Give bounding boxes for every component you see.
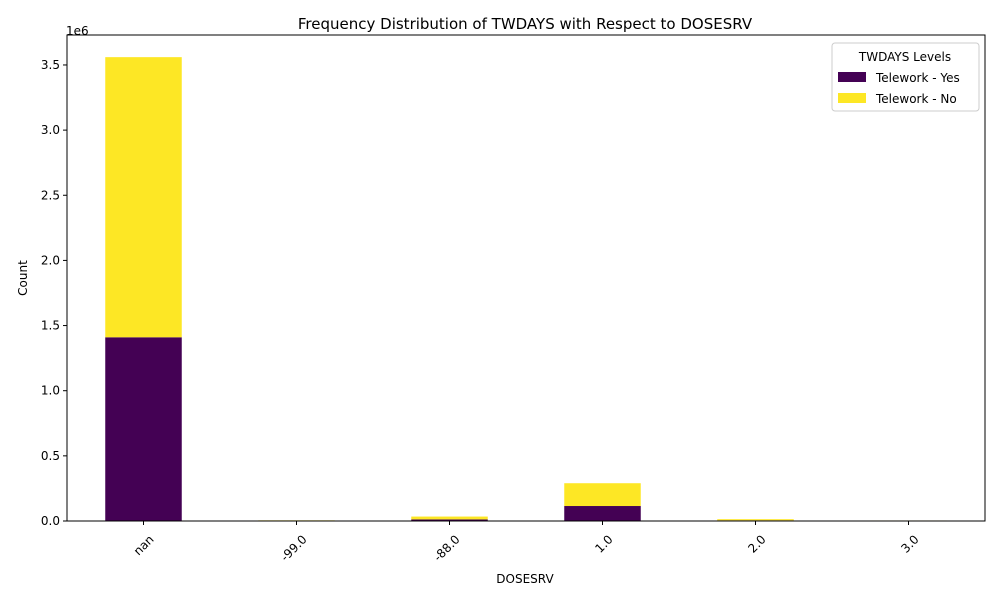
x-tick-label: -99.0 [278,532,310,564]
x-tick-label: 1.0 [592,532,615,555]
y-ticks: 0.0 0.5 1.0 1.5 2.0 2.5 3.0 3.5 [41,58,67,528]
y-tick-label: 3.5 [41,58,60,72]
bar-telework-no-2 [411,516,488,520]
x-tick-label: nan [131,532,157,558]
bar-telework-yes-2 [411,519,488,521]
y-axis-label: Count [16,260,30,296]
bar-telework-no-4 [717,519,794,521]
y-offset-label: 1e6 [66,24,89,38]
bar-telework-no-0 [105,57,182,338]
bars [105,57,947,521]
legend-label-no: Telework - No [875,92,957,106]
y-tick-label: 2.5 [41,188,60,202]
y-tick-label: 0.5 [41,449,60,463]
legend-label-yes: Telework - Yes [875,71,960,85]
x-tick-label: 3.0 [898,532,921,555]
legend-title: TWDAYS Levels [858,50,951,64]
legend-swatch-no [838,93,866,103]
legend: TWDAYS Levels Telework - Yes Telework - … [831,42,980,112]
x-tick-label: -88.0 [431,532,463,564]
y-tick-label: 2.0 [41,253,60,267]
bar-telework-yes-3 [564,506,641,521]
y-tick-label: 0.0 [41,514,60,528]
plot-frame [66,34,986,522]
y-tick-label: 1.0 [41,384,60,398]
bar-telework-no-3 [564,483,641,507]
chart-title: Frequency Distribution of TWDAYS with Re… [298,15,753,33]
y-tick-label: 3.0 [41,123,60,137]
x-ticks: nan -99.0 -88.0 1.0 2.0 3.0 [131,521,922,564]
x-axis-label: DOSESRV [496,572,554,586]
legend-swatch-yes [838,72,866,82]
legend-box [831,42,980,112]
y-tick-label: 1.5 [41,319,60,333]
bar-telework-yes-0 [105,337,182,521]
x-tick-label: 2.0 [745,532,768,555]
